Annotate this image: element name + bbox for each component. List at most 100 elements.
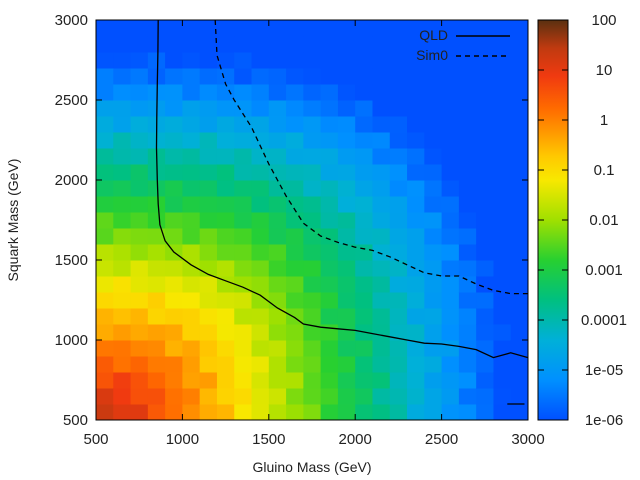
heatmap-cell bbox=[337, 36, 356, 53]
heatmap-cell bbox=[441, 356, 460, 373]
legend: QLD Sim0 bbox=[416, 27, 510, 63]
heatmap-cell bbox=[355, 276, 373, 293]
heatmap-cell bbox=[303, 404, 322, 421]
heatmap-cell bbox=[286, 404, 304, 421]
heatmap-cell bbox=[320, 36, 339, 53]
heatmap-cell bbox=[476, 356, 494, 373]
heatmap-cell bbox=[251, 52, 270, 69]
heatmap-cell bbox=[303, 388, 322, 405]
heatmap-cell bbox=[320, 148, 339, 165]
heatmap-cell bbox=[113, 52, 132, 69]
heatmap-cell bbox=[234, 20, 253, 37]
y-tick-label: 1000 bbox=[55, 332, 88, 349]
heatmap-cell bbox=[113, 260, 132, 277]
heatmap-cell bbox=[216, 132, 235, 149]
heatmap-cell bbox=[424, 36, 443, 53]
heatmap-cell bbox=[165, 20, 183, 37]
heatmap-cell bbox=[389, 340, 408, 357]
heatmap-cell bbox=[493, 228, 512, 245]
heatmap-cell bbox=[182, 36, 201, 53]
heatmap-cell bbox=[165, 36, 183, 53]
heatmap-cell bbox=[510, 132, 529, 149]
heatmap-cell bbox=[407, 244, 425, 261]
heatmap-cell bbox=[372, 212, 391, 229]
y-tick-label: 2500 bbox=[55, 92, 88, 109]
heatmap-cell bbox=[510, 148, 529, 165]
heatmap-cell bbox=[407, 356, 425, 373]
heatmap-cell bbox=[216, 276, 235, 293]
heatmap-cell bbox=[96, 132, 114, 149]
heatmap-cell bbox=[182, 228, 201, 245]
heatmap-cell bbox=[407, 116, 425, 133]
heatmap-cell bbox=[493, 52, 512, 69]
heatmap-cell bbox=[113, 196, 132, 213]
heatmap-cell bbox=[389, 52, 408, 69]
heatmap-cell bbox=[182, 388, 201, 405]
heatmap-cell bbox=[216, 20, 235, 37]
heatmap-cell bbox=[251, 260, 270, 277]
heatmap-cell bbox=[251, 244, 270, 261]
heatmap-cell bbox=[320, 84, 339, 101]
heatmap-cell bbox=[389, 20, 408, 37]
heatmap-cell bbox=[458, 372, 477, 389]
heatmap-cell bbox=[320, 404, 339, 421]
heatmap-cell bbox=[130, 276, 149, 293]
heatmap-cell bbox=[337, 52, 356, 69]
heatmap-cell bbox=[476, 228, 494, 245]
heatmap-cell bbox=[199, 100, 218, 117]
heatmap-cell bbox=[424, 292, 443, 309]
heatmap-cell bbox=[493, 132, 512, 149]
heatmap-cell bbox=[216, 212, 235, 229]
heatmap-cell bbox=[303, 308, 322, 325]
heatmap-cell bbox=[493, 68, 512, 85]
heatmap-cell bbox=[130, 20, 149, 37]
heatmap-cell bbox=[355, 260, 373, 277]
heatmap-cell bbox=[182, 84, 201, 101]
heatmap-cell bbox=[234, 116, 253, 133]
heatmap-cell bbox=[337, 84, 356, 101]
heatmap-cell bbox=[182, 132, 201, 149]
heatmap-cell bbox=[510, 340, 529, 357]
heatmap-cell bbox=[182, 340, 201, 357]
heatmap-cell bbox=[165, 228, 183, 245]
heatmap-cell bbox=[251, 356, 270, 373]
heatmap-cell bbox=[320, 196, 339, 213]
heatmap-cell bbox=[216, 100, 235, 117]
heatmap-cell bbox=[182, 292, 201, 309]
heatmap-cell bbox=[96, 100, 114, 117]
heatmap-cell bbox=[286, 196, 304, 213]
heatmap-cell bbox=[372, 52, 391, 69]
heatmap-cell bbox=[389, 228, 408, 245]
heatmap-cell bbox=[286, 52, 304, 69]
heatmap-cell bbox=[424, 372, 443, 389]
heatmap-cell bbox=[251, 340, 270, 357]
heatmap-cell bbox=[251, 404, 270, 421]
heatmap-cell bbox=[234, 212, 253, 229]
heatmap-cell bbox=[424, 116, 443, 133]
heatmap-cell bbox=[458, 132, 477, 149]
heatmap-cell bbox=[268, 292, 287, 309]
heatmap-cell bbox=[113, 356, 132, 373]
heatmap-cell bbox=[234, 276, 253, 293]
heatmap-cell bbox=[165, 116, 183, 133]
heatmap-cell bbox=[320, 68, 339, 85]
heatmap-cell bbox=[476, 196, 494, 213]
heatmap-cell bbox=[199, 324, 218, 341]
heatmap-cell bbox=[389, 372, 408, 389]
heatmap-cell bbox=[182, 244, 201, 261]
heatmap-cell bbox=[458, 276, 477, 293]
heatmap-cell bbox=[407, 68, 425, 85]
heatmap-cell bbox=[424, 132, 443, 149]
heatmap-cell bbox=[424, 196, 443, 213]
heatmap-cell bbox=[441, 52, 460, 69]
contour-qld bbox=[155, 19, 529, 359]
heatmap-cell bbox=[441, 212, 460, 229]
heatmap-cell bbox=[251, 180, 270, 197]
heatmap-cell bbox=[96, 276, 114, 293]
heatmap-cell bbox=[355, 388, 373, 405]
heatmap-cell bbox=[268, 100, 287, 117]
heatmap-cell bbox=[216, 308, 235, 325]
heatmap-cell bbox=[234, 164, 253, 181]
heatmap-cell bbox=[165, 260, 183, 277]
heatmap-cell bbox=[165, 356, 183, 373]
